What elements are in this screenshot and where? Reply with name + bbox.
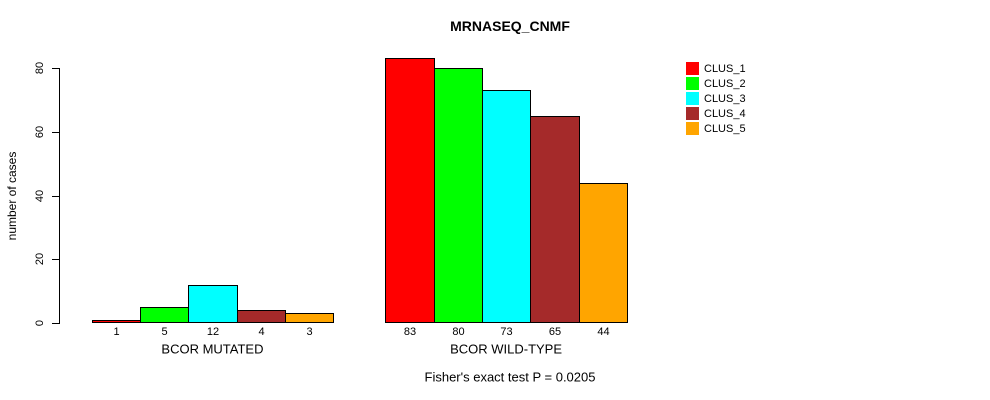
bar-clus-1 <box>385 58 435 323</box>
y-axis-tick-label: 80 <box>34 61 46 75</box>
y-axis-tick-label: 60 <box>34 125 46 139</box>
legend-swatch-clus-2 <box>686 77 699 90</box>
legend-item-clus-1: CLUS_1 <box>686 61 746 76</box>
legend-label: CLUS_4 <box>704 107 746 120</box>
y-axis-tick <box>52 68 59 69</box>
legend-swatch-clus-4 <box>686 107 699 120</box>
legend-label: CLUS_1 <box>704 62 746 75</box>
legend-item-clus-4: CLUS_4 <box>686 106 746 121</box>
legend-item-clus-5: CLUS_5 <box>686 121 746 136</box>
bar-value-label: 1 <box>113 326 120 338</box>
bar-value-label: 83 <box>403 326 417 338</box>
group-label: BCOR WILD-TYPE <box>450 341 563 357</box>
legend-item-clus-3: CLUS_3 <box>686 91 746 106</box>
bar-value-label: 80 <box>452 326 465 338</box>
footer-note: Fisher's exact test P = 0.0205 <box>424 369 596 385</box>
bar-clus-3 <box>482 90 531 323</box>
bar-clus-2 <box>140 307 189 323</box>
bar-clus-1 <box>92 320 141 323</box>
bar-clus-2 <box>434 68 483 323</box>
bar-value-label: 5 <box>161 326 168 338</box>
bar-clus-5 <box>579 183 628 323</box>
y-axis-tick-label: 0 <box>34 319 46 327</box>
y-axis-tick <box>52 196 59 197</box>
legend-label: CLUS_2 <box>704 77 746 90</box>
bar-clus-5 <box>285 313 334 323</box>
y-axis-line <box>59 68 60 324</box>
bar-value-label: 44 <box>597 326 610 338</box>
bar-value-label: 4 <box>258 326 265 338</box>
bar-value-label: 65 <box>548 326 562 338</box>
bar-clus-4 <box>237 310 286 323</box>
bar-value-label: 12 <box>206 326 220 338</box>
legend-swatch-clus-5 <box>686 122 699 135</box>
y-axis-tick-label: 20 <box>34 252 46 266</box>
y-axis-tick-label: 40 <box>34 189 46 203</box>
y-axis-tick <box>52 259 59 260</box>
y-axis-tick <box>52 132 59 133</box>
y-axis-tick <box>52 323 59 324</box>
legend-label: CLUS_3 <box>704 92 746 105</box>
legend: CLUS_1 CLUS_2 CLUS_3 CLUS_4 CLUS_5 <box>686 61 746 136</box>
bar-value-label: 3 <box>306 326 313 338</box>
bar-clus-3 <box>188 285 238 323</box>
legend-swatch-clus-3 <box>686 92 699 105</box>
legend-item-clus-2: CLUS_2 <box>686 76 746 91</box>
legend-label: CLUS_5 <box>704 122 746 135</box>
legend-swatch-clus-1 <box>686 62 699 75</box>
bar-value-label: 73 <box>500 326 513 338</box>
chart-title: MRNASEQ_CNMF <box>450 18 570 34</box>
group-label: BCOR MUTATED <box>161 341 264 357</box>
bar-clus-4 <box>530 116 580 323</box>
